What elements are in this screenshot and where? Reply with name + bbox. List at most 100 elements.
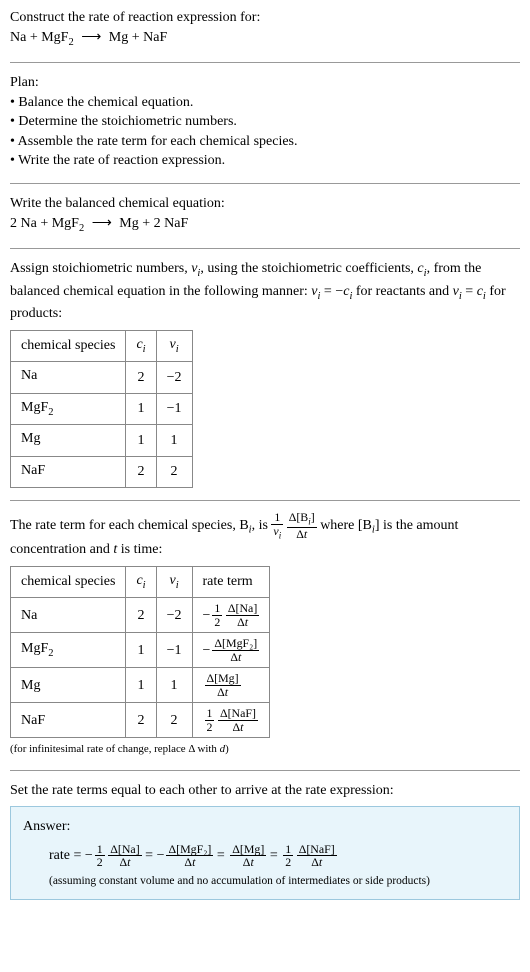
assign-section: Assign stoichiometric numbers, νi, using… — [10, 259, 520, 488]
name: Na — [21, 368, 37, 383]
species-mgf2: MgF2 — [41, 30, 73, 45]
cell-species: NaF — [11, 703, 126, 738]
num: 1 — [271, 511, 283, 525]
rate-word: rate = — [49, 848, 85, 863]
plan-item: • Determine the stoichiometric numbers. — [10, 112, 520, 132]
conc-frac: Δ[NaF]Δt — [218, 707, 258, 733]
num: Δ[Bi] — [287, 511, 317, 528]
term: Mg — [119, 216, 138, 231]
table-row: NaF2212 Δ[NaF]Δt — [11, 703, 270, 738]
final-section: Set the rate terms equal to each other t… — [10, 781, 520, 900]
cell-c: 1 — [126, 393, 156, 424]
mgf-text: MgF — [41, 30, 68, 45]
final-heading: Set the rate terms equal to each other t… — [10, 781, 520, 801]
equals: = — [142, 848, 157, 863]
plus-sign-2: + — [132, 30, 140, 45]
nu-sub: i — [176, 580, 179, 591]
cell-c: 2 — [126, 703, 156, 738]
text: , using the stoichiometric coefficients, — [200, 261, 417, 276]
close: ] — [311, 510, 315, 524]
conc-frac: Δ[Mg]Δt — [205, 672, 241, 698]
rate-term: −12 Δ[Na]Δt — [203, 602, 260, 628]
prompt-section: Construct the rate of reaction expressio… — [10, 8, 520, 50]
eq: = — [462, 284, 477, 299]
cell-c: 2 — [126, 362, 156, 393]
conc-frac: Δ[NaF]Δt — [297, 843, 337, 869]
arrow-icon: ⟶ — [88, 214, 116, 234]
table-row: Mg 1 1 — [11, 425, 193, 456]
eq: = − — [320, 284, 343, 299]
cell-species: Na — [11, 598, 126, 633]
table-row: Na 2 −2 — [11, 362, 193, 393]
conc-frac: Δ[Na]Δt — [108, 843, 141, 869]
col-ci: ci — [126, 330, 156, 361]
plus-sign: + — [142, 216, 150, 231]
c-sub: i — [143, 343, 146, 354]
conc-frac: Δ[Na]Δt — [226, 602, 259, 628]
den: νi — [271, 525, 283, 541]
text: The rate term for each chemical species,… — [10, 518, 249, 533]
prompt-equation: Na + MgF2 ⟶ Mg + NaF — [10, 28, 520, 50]
coef-frac: 12 — [212, 602, 222, 628]
rateterm-section: The rate term for each chemical species,… — [10, 511, 520, 758]
den: Δt — [287, 528, 317, 541]
nu-sub: i — [279, 530, 281, 540]
note-a: (for infinitesimal rate of change, repla… — [10, 743, 220, 755]
assign-text: Assign stoichiometric numbers, νi, using… — [10, 259, 520, 324]
cell-rate: 12 Δ[NaF]Δt — [192, 703, 270, 738]
nu-sub: i — [176, 343, 179, 354]
species-mg: Mg — [109, 30, 128, 45]
stoich-table: chemical species ci νi Na 2 −2 MgF2 1 −1… — [10, 330, 193, 488]
term: 2 Na — [10, 216, 37, 231]
divider — [10, 62, 520, 63]
col-ci: ci — [126, 566, 156, 597]
coef-frac: 12 — [205, 707, 215, 733]
mgf-sub: 2 — [68, 36, 73, 47]
cell-nu: 2 — [156, 456, 192, 487]
table-header-row: chemical species ci νi rate term — [11, 566, 270, 597]
balanced-equation: 2 Na + MgF2 ⟶ Mg + 2 NaF — [10, 214, 520, 236]
balanced-section: Write the balanced chemical equation: 2 … — [10, 194, 520, 236]
name: MgF — [21, 400, 48, 415]
col-rate: rate term — [192, 566, 270, 597]
cell-c: 1 — [126, 633, 156, 668]
plan-item: • Write the rate of reaction expression. — [10, 151, 520, 171]
rate-term: −Δ[MgF₂]Δt — [157, 843, 214, 869]
arrow-icon: ⟶ — [77, 28, 105, 48]
cell-c: 2 — [126, 598, 156, 633]
rate-term: Δ[Mg]Δt — [228, 843, 266, 869]
frac-dbi-dt: Δ[Bi]Δt — [287, 511, 317, 540]
plan-heading: Plan: — [10, 73, 520, 93]
c-sub: i — [143, 580, 146, 591]
cell-species: Mg — [11, 668, 126, 703]
coef-frac: 12 — [283, 843, 293, 869]
divider — [10, 770, 520, 771]
prompt-line1: Construct the rate of reaction expressio… — [10, 8, 520, 28]
text: for reactants and — [352, 284, 452, 299]
cell-rate: −12 Δ[Na]Δt — [192, 598, 270, 633]
rate-term-table: chemical species ci νi rate term Na2−2−1… — [10, 566, 270, 738]
cell-nu: −1 — [156, 393, 192, 424]
balanced-heading: Write the balanced chemical equation: — [10, 194, 520, 214]
cell-nu: 1 — [156, 668, 192, 703]
plan-item: • Assemble the rate term for each chemic… — [10, 132, 520, 152]
t: t — [304, 527, 307, 541]
divider — [10, 500, 520, 501]
cell-species: Mg — [11, 425, 126, 456]
col-nu: νi — [156, 330, 192, 361]
cell-c: 2 — [126, 456, 156, 487]
table-row: MgF21−1−Δ[MgF₂]Δt — [11, 633, 270, 668]
table-row: NaF 2 2 — [11, 456, 193, 487]
rate-term: Δ[Mg]Δt — [203, 672, 241, 698]
rate-term: −12 Δ[Na]Δt — [85, 843, 142, 869]
text: is time: — [117, 542, 162, 557]
plus-sign: + — [40, 216, 48, 231]
delta: Δ — [296, 527, 304, 541]
cell-species: MgF2 — [11, 393, 126, 424]
species-na: Na — [10, 30, 26, 45]
cell-nu: −2 — [156, 362, 192, 393]
table-header-row: chemical species ci νi — [11, 330, 193, 361]
plan-section: Plan: • Balance the chemical equation. •… — [10, 73, 520, 171]
rate-term: −Δ[MgF₂]Δt — [203, 637, 260, 663]
species-naf: NaF — [143, 30, 167, 45]
